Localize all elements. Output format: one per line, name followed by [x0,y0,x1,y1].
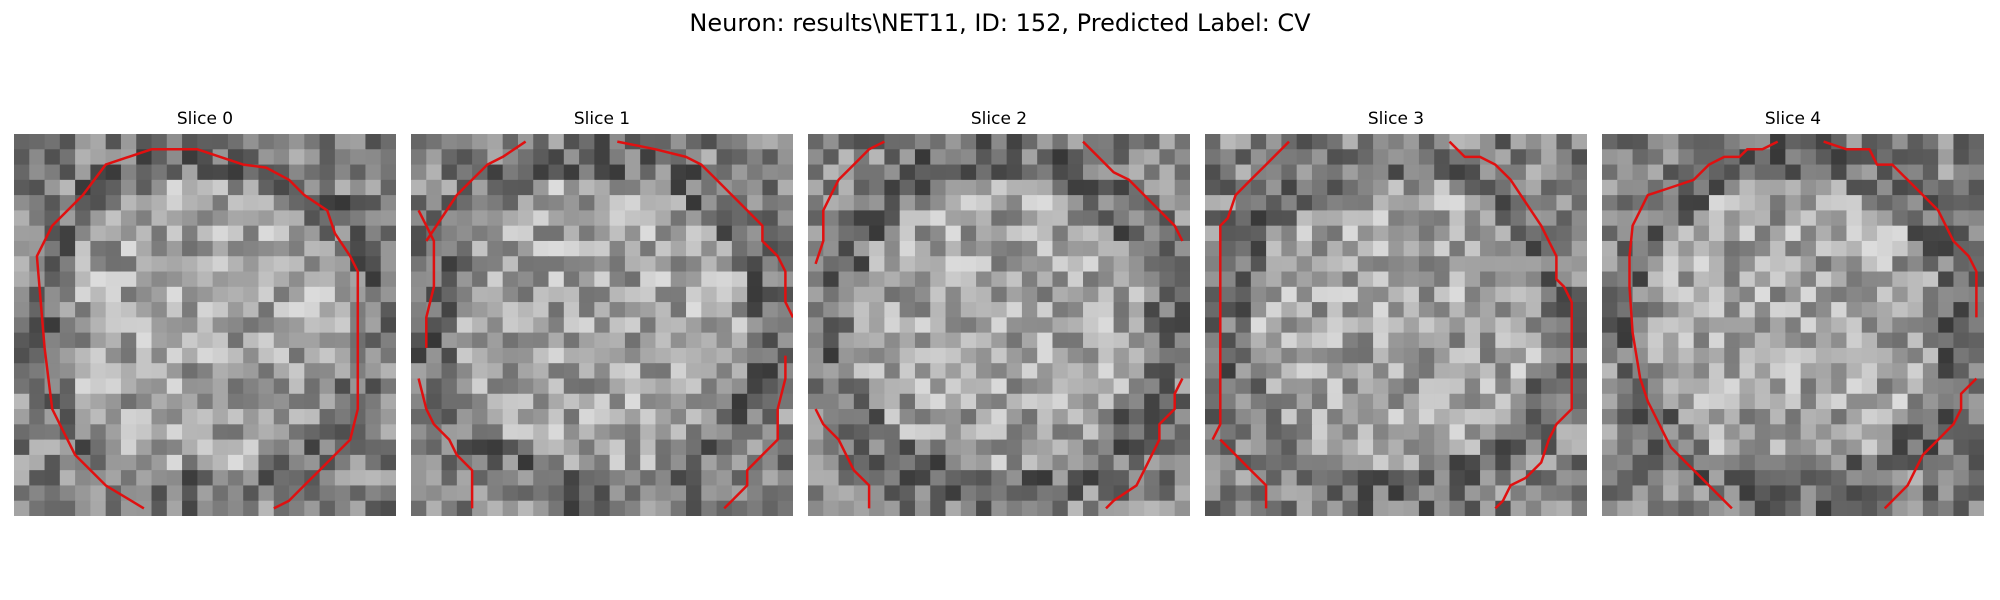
slice-title: Slice 1 [411,108,793,130]
slice-panel-0: Slice 0 [14,108,396,130]
slice-panel-1: Slice 1 [411,108,793,130]
slice-panel-2: Slice 2 [808,108,1190,130]
grayscale-slice-image [1205,134,1587,516]
slice-image [14,134,396,516]
slice-title: Slice 2 [808,108,1190,130]
slice-image [808,134,1190,516]
slice-image [411,134,793,516]
grayscale-slice-image [1602,134,1984,516]
grayscale-slice-image [14,134,396,516]
slice-image [1205,134,1587,516]
figure-title: Neuron: results\NET11, ID: 152, Predicte… [0,8,2000,38]
slice-panel-4: Slice 4 [1602,108,1984,130]
slice-title: Slice 4 [1602,108,1984,130]
slice-title: Slice 0 [14,108,396,130]
slice-title: Slice 3 [1205,108,1587,130]
slice-panel-3: Slice 3 [1205,108,1587,130]
grayscale-slice-image [808,134,1190,516]
slice-image [1602,134,1984,516]
grayscale-slice-image [411,134,793,516]
